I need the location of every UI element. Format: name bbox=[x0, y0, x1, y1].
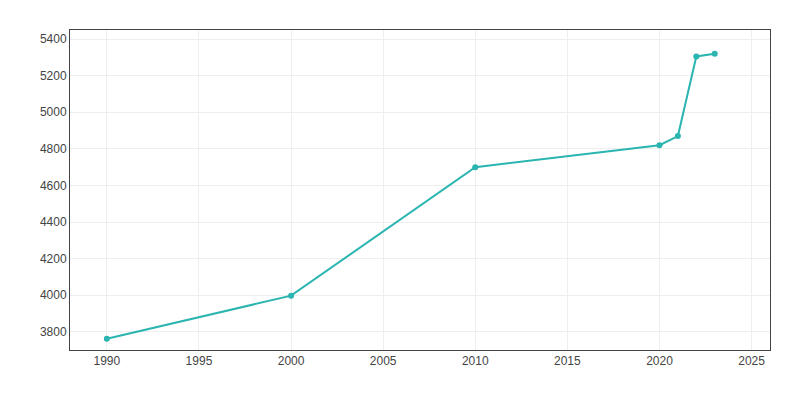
svg-text:4600: 4600 bbox=[40, 179, 67, 193]
svg-text:1990: 1990 bbox=[93, 354, 120, 368]
svg-text:2010: 2010 bbox=[462, 354, 489, 368]
svg-text:3800: 3800 bbox=[40, 325, 67, 339]
svg-text:2000: 2000 bbox=[278, 354, 305, 368]
svg-text:2020: 2020 bbox=[646, 354, 673, 368]
svg-text:5400: 5400 bbox=[40, 32, 67, 46]
svg-text:4800: 4800 bbox=[40, 142, 67, 156]
svg-text:2025: 2025 bbox=[738, 354, 765, 368]
svg-text:5200: 5200 bbox=[40, 69, 67, 83]
svg-text:5000: 5000 bbox=[40, 105, 67, 119]
svg-text:4200: 4200 bbox=[40, 252, 67, 266]
svg-text:4000: 4000 bbox=[40, 288, 67, 302]
svg-text:4400: 4400 bbox=[40, 215, 67, 229]
svg-text:1995: 1995 bbox=[186, 354, 213, 368]
svg-text:2015: 2015 bbox=[554, 354, 581, 368]
svg-text:2005: 2005 bbox=[370, 354, 397, 368]
